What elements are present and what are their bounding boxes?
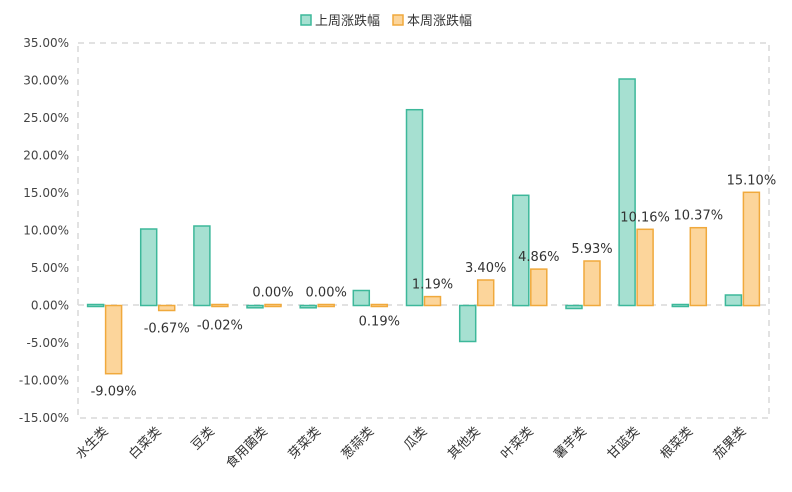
y-tick-label: -15.00% [19,411,69,425]
bar-this-week [583,260,601,307]
data-label: -9.09% [91,385,137,400]
x-axis-categories: 水生类 白菜类 豆类 食用菌类 芽菜类 葱蒜类 瓜类 其他类 叶菜类 薯芋类 甘蓝类 根菜类 茄果类 [73,424,749,472]
bar-last-week [671,303,690,308]
bar-last-week [618,78,636,307]
y-tick-label: 10.00% [23,224,69,238]
x-category-label: 其他类 [445,424,483,462]
bar-this-week [104,304,123,375]
x-category-label: 根菜类 [658,424,696,462]
y-tick-label: 30.00% [23,74,69,88]
data-label: 1.19% [412,278,453,293]
bar-this-week [423,295,442,307]
bar-this-week [530,268,548,307]
x-category-label: 甘蓝类 [605,424,643,462]
y-tick-label: -10.00% [19,374,69,388]
bars [86,78,761,375]
legend-label-last-week: 上周涨跌幅 [315,13,380,29]
x-category-label: 芽菜类 [286,424,324,462]
y-tick-label: 0.00% [31,299,69,313]
data-labels: -9.09% -0.67% -0.02% 0.00% 0.00% 0.19% 1.19% 3.… [91,173,777,399]
data-label: 0.00% [306,286,347,301]
x-category-label: 茄果类 [711,424,749,462]
legend-swatch-this-week [392,14,404,26]
x-category-label: 薯芋类 [552,424,590,462]
x-category-label: 豆类 [189,424,218,453]
bar-last-week [352,289,371,307]
x-category-label: 瓜类 [401,424,430,453]
data-label: -0.67% [144,322,190,337]
bar-this-week [211,303,229,308]
legend: 上周涨跌幅 本周涨跌幅 [300,13,472,29]
data-label: 5.93% [571,242,612,257]
bar-this-week [636,228,654,307]
data-label: 3.40% [465,261,506,276]
y-tick-label: -5.00% [27,336,69,350]
bar-this-week [264,303,282,308]
y-tick-label: 15.00% [23,186,69,200]
data-label: 4.86% [518,250,559,265]
bar-this-week [370,303,389,308]
data-label: 0.00% [252,286,293,301]
bar-this-week [157,304,176,312]
bar-last-week [193,225,211,307]
bar-last-week [458,304,477,343]
data-label: 0.19% [359,315,400,330]
bar-last-week [724,294,743,307]
y-tick-label: 20.00% [23,149,69,163]
x-category-label: 水生类 [73,424,111,462]
data-label: -0.02% [197,319,243,334]
bar-this-week [742,191,761,307]
data-label: 10.16% [620,210,670,225]
y-tick-label: 5.00% [31,261,69,275]
x-category-label: 叶菜类 [498,424,536,462]
x-category-label: 食用菌类 [223,424,271,472]
bar-last-week [565,304,583,310]
y-tick-label: 25.00% [23,111,69,125]
data-label: 15.10% [727,173,777,188]
bar-last-week [512,194,530,307]
y-tick-label: 35.00% [23,36,69,50]
data-label: 10.37% [674,209,724,224]
bar-last-week [246,304,264,309]
bar-last-week [299,304,317,309]
bar-this-week [317,303,335,308]
bar-this-week [476,279,495,307]
x-category-label: 葱蒜类 [339,424,377,462]
bar-last-week [86,303,105,308]
bar-last-week [405,108,424,307]
bar-last-week [139,228,158,307]
bar-this-week [689,226,708,307]
y-axis-ticks: 35.00% 30.00% 25.00% 20.00% 15.00% 10.00% 5.00… [19,36,69,425]
legend-swatch-last-week [300,14,312,26]
legend-label-this-week: 本周涨跌幅 [407,13,472,29]
x-category-label: 白菜类 [126,424,165,463]
plot-frame [77,42,770,419]
